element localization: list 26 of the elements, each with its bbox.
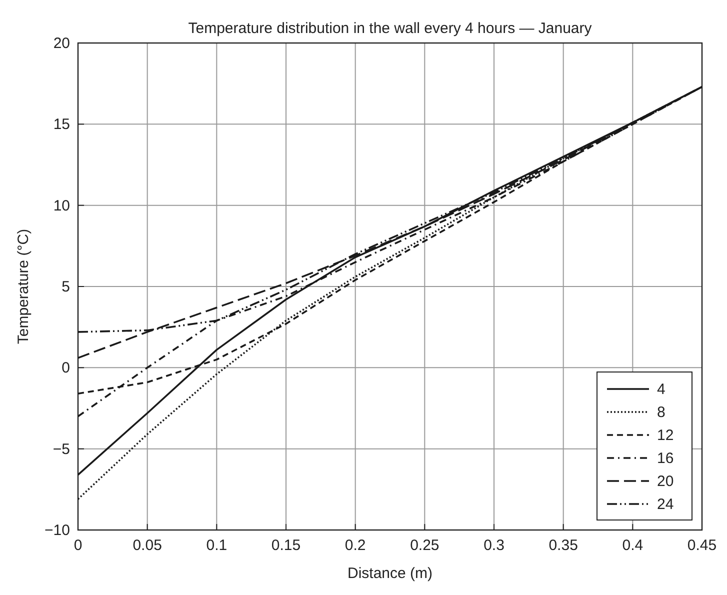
- legend-label: 20: [657, 473, 674, 490]
- x-tick-label: 0.45: [687, 537, 717, 554]
- x-tick-label: 0.25: [410, 537, 440, 554]
- y-tick-label: 5: [62, 278, 70, 296]
- legend-label: 4: [657, 381, 666, 398]
- legend-label: 16: [657, 450, 674, 467]
- x-tick-label: 0.35: [548, 537, 578, 554]
- y-tick-label: 15: [53, 116, 70, 134]
- x-tick-label: 0.2: [344, 537, 366, 554]
- legend-label: 8: [657, 404, 666, 421]
- x-tick-label: 0.15: [271, 537, 301, 554]
- y-tick-label: −10: [44, 522, 70, 539]
- x-tick-label: 0.05: [132, 537, 162, 554]
- y-tick-label: 20: [53, 35, 70, 52]
- legend-label: 24: [657, 496, 674, 513]
- x-tick-label: 0.1: [206, 537, 228, 554]
- x-tick-label: 0.4: [622, 537, 644, 554]
- y-tick-label: 10: [53, 197, 70, 214]
- y-tick-label: −5: [52, 440, 70, 458]
- x-axis-title: Distance (m): [347, 565, 433, 582]
- y-axis-title: Temperature (°C): [15, 228, 32, 344]
- x-tick-label: 0.3: [484, 537, 504, 554]
- y-tick-label: 0: [62, 360, 70, 377]
- chart-title: Temperature distribution in the wall every 4 hours — January: [188, 20, 592, 37]
- x-tick-label: 0: [74, 537, 82, 554]
- legend-label: 12: [657, 427, 674, 444]
